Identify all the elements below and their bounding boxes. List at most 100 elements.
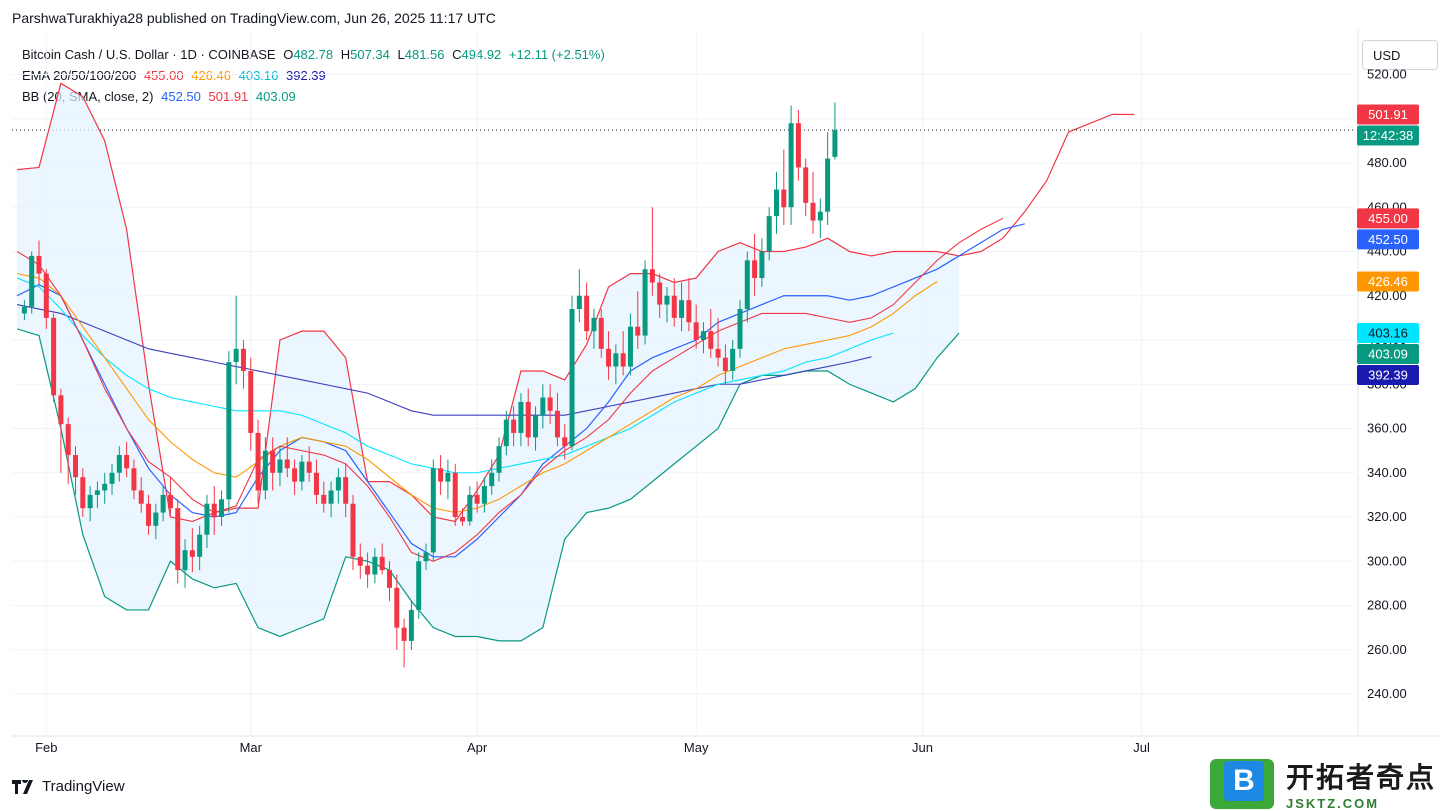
candle-body bbox=[109, 472, 115, 484]
price-tick-label: 400.00 bbox=[1367, 332, 1407, 347]
bb-upper-value: 501.91 bbox=[208, 89, 249, 104]
candle bbox=[321, 481, 327, 513]
candle bbox=[533, 406, 539, 451]
symbol-name[interactable]: Bitcoin Cash / U.S. Dollar · 1D · COINBA… bbox=[22, 47, 276, 62]
price-label-bg bbox=[1357, 208, 1419, 229]
candle bbox=[284, 437, 290, 478]
candle bbox=[233, 295, 239, 385]
candle bbox=[635, 291, 641, 349]
candle-body bbox=[642, 269, 648, 336]
price-label-bg bbox=[1357, 323, 1419, 344]
candle bbox=[606, 331, 612, 380]
candle-body bbox=[233, 348, 239, 363]
candle-body bbox=[58, 395, 64, 425]
watermark: B 开拓者奇点 JSKTZ.COM bbox=[1210, 756, 1436, 811]
open-value: 482.78 bbox=[293, 47, 334, 62]
candle bbox=[43, 269, 49, 329]
candle bbox=[51, 313, 57, 402]
candle bbox=[73, 446, 79, 495]
ema20-value: 455.00 bbox=[143, 68, 184, 83]
candle bbox=[540, 384, 546, 429]
currency-button[interactable]: USD bbox=[1362, 40, 1438, 70]
candle bbox=[36, 240, 42, 285]
candle-body bbox=[167, 494, 173, 509]
price-label-tag: 426.46 bbox=[1357, 271, 1419, 292]
legend-symbol-row: Bitcoin Cash / U.S. Dollar · 1D · COINBA… bbox=[22, 44, 609, 65]
candle bbox=[116, 446, 122, 482]
candle-body bbox=[408, 609, 414, 641]
candle-body bbox=[671, 295, 677, 318]
candle-body bbox=[817, 211, 823, 221]
watermark-glyph: B bbox=[1224, 760, 1264, 801]
tv-icon bbox=[12, 779, 33, 794]
price-chart[interactable]: 240.00 260.00 280.00 300.00 320.00 340.00 360.… bbox=[0, 0, 1451, 770]
candle bbox=[518, 393, 524, 447]
candle-body bbox=[686, 300, 692, 323]
candle-body bbox=[306, 461, 312, 473]
ema50-line bbox=[16, 273, 938, 514]
candle-body bbox=[591, 317, 597, 332]
time-axis: Feb Mar Apr May Jun Jul bbox=[35, 740, 1150, 755]
price-label-text: 455.00 bbox=[1368, 211, 1408, 226]
price-label-bg bbox=[1357, 271, 1419, 292]
candle bbox=[715, 317, 721, 367]
candle-body bbox=[379, 556, 385, 571]
candle-body bbox=[43, 273, 49, 318]
candle-body bbox=[386, 570, 392, 588]
candle-body bbox=[255, 432, 261, 491]
candle bbox=[430, 459, 436, 562]
candle-body bbox=[146, 503, 152, 526]
watermark-url: JSKTZ.COM bbox=[1286, 796, 1380, 811]
candle bbox=[211, 486, 217, 535]
ema100-value: 403.16 bbox=[238, 68, 279, 83]
candle-body bbox=[613, 353, 619, 367]
candle-body bbox=[759, 251, 765, 279]
candle bbox=[175, 499, 181, 584]
candle bbox=[438, 455, 444, 495]
candle-body bbox=[277, 459, 283, 473]
candle bbox=[58, 388, 64, 473]
candle bbox=[700, 322, 706, 354]
candle-body bbox=[175, 508, 181, 571]
price-label-text: 12:42:38 bbox=[1363, 128, 1414, 143]
candle bbox=[343, 463, 349, 517]
candle-body bbox=[766, 216, 772, 252]
candle-body bbox=[248, 370, 254, 433]
price-tick-label: 340.00 bbox=[1367, 465, 1407, 480]
chart-legend: Bitcoin Cash / U.S. Dollar · 1D · COINBA… bbox=[22, 44, 609, 107]
candle-body bbox=[467, 494, 473, 522]
candle bbox=[832, 102, 838, 160]
candle bbox=[452, 463, 458, 526]
ema-label[interactable]: EMA 20/50/100/200 bbox=[22, 68, 137, 83]
candle-body bbox=[788, 123, 794, 208]
candle-body bbox=[460, 517, 466, 522]
candle-body bbox=[693, 322, 699, 340]
candle-body bbox=[803, 167, 809, 203]
candle-body bbox=[197, 534, 203, 557]
candle bbox=[503, 410, 509, 456]
candle bbox=[460, 508, 466, 526]
bb-label[interactable]: BB (20, SMA, close, 2) bbox=[22, 89, 154, 104]
time-tick-label: Jul bbox=[1133, 740, 1150, 755]
candle-body bbox=[350, 503, 356, 557]
bollinger-bands bbox=[16, 82, 1135, 642]
price-tick-label: 260.00 bbox=[1367, 642, 1407, 657]
candle-body bbox=[416, 561, 422, 610]
tradingview-logo[interactable]: TradingView bbox=[12, 778, 125, 795]
candle bbox=[708, 309, 714, 358]
candle bbox=[649, 207, 655, 296]
candle bbox=[788, 105, 794, 225]
candle-body bbox=[211, 503, 217, 517]
price-tick-label: 460.00 bbox=[1367, 199, 1407, 214]
price-tick-label: 440.00 bbox=[1367, 244, 1407, 259]
candle bbox=[525, 388, 531, 447]
candle-body bbox=[124, 455, 130, 469]
candle-body bbox=[299, 461, 305, 482]
candle bbox=[569, 295, 575, 451]
low-value: 481.56 bbox=[404, 47, 445, 62]
price-label-text: 501.91 bbox=[1368, 107, 1408, 122]
legend-ema-row: EMA 20/50/100/200 455.00 426.46 403.16 3… bbox=[22, 65, 609, 86]
candle-body bbox=[795, 123, 801, 168]
candle bbox=[386, 561, 392, 602]
candle-body bbox=[540, 397, 546, 416]
